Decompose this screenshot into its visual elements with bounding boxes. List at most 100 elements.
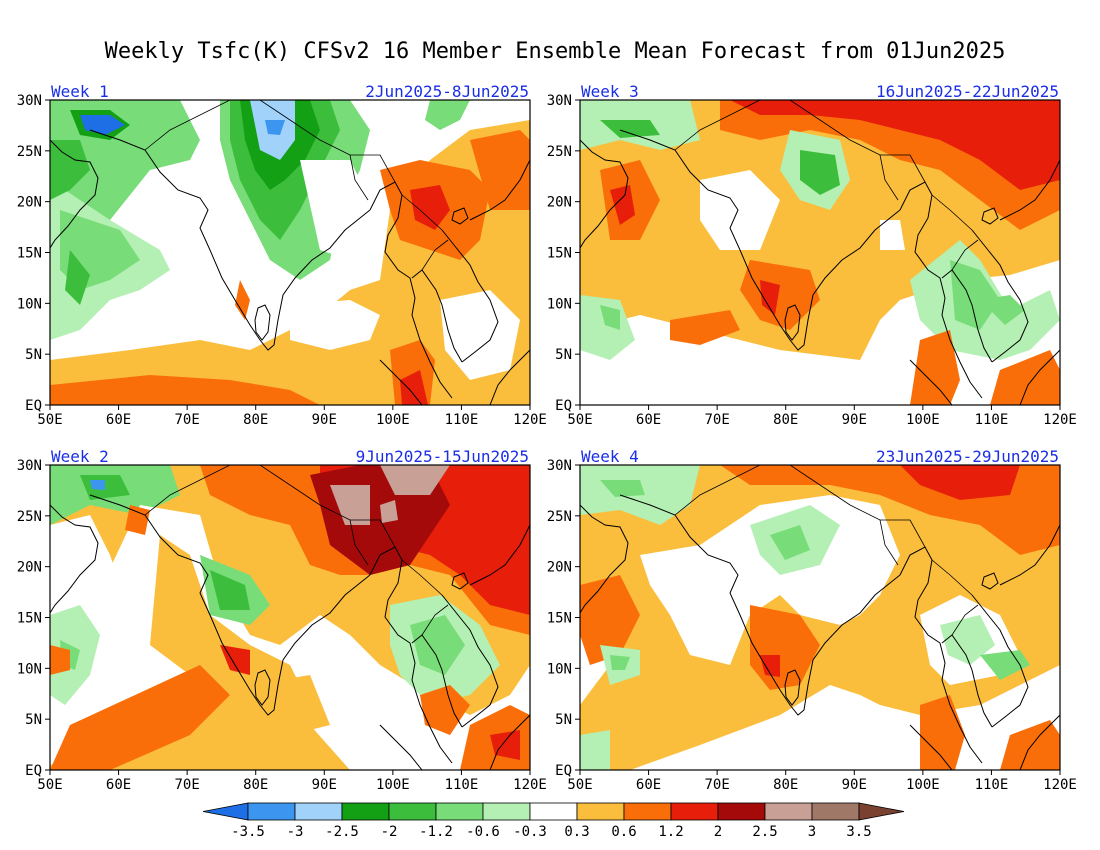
colorbar-label: 3 (808, 824, 816, 840)
colorbar-swatch (811, 802, 860, 821)
lat-tick-label: 30N (17, 93, 42, 109)
lat-tick-label: 15N (547, 611, 572, 627)
lon-tick-label: 120E (513, 412, 547, 428)
colorbar-label: -2.5 (325, 824, 359, 840)
lat-tick-label: 10N (547, 296, 572, 312)
temperature-field (50, 100, 530, 405)
lon-tick-label: 80E (773, 777, 798, 793)
lat-tick-label: EQ (25, 763, 42, 779)
panel-week-label: Week 3 (581, 82, 639, 101)
lat-tick-label: 20N (17, 560, 42, 576)
panel-date-range: 23Jun2025-29Jun2025 (876, 447, 1059, 466)
lat-tick-label: 15N (17, 611, 42, 627)
figure-title: Weekly Tsfc(K) CFSv2 16 Member Ensemble … (105, 39, 1006, 64)
lon-tick-label: 50E (37, 412, 62, 428)
lon-tick-label: 60E (106, 412, 131, 428)
lon-tick-label: 120E (1043, 777, 1077, 793)
colorbar-swatch (388, 802, 437, 821)
lat-tick-label: 5N (555, 712, 572, 728)
lon-tick-label: 100E (376, 412, 410, 428)
lon-tick-label: 120E (513, 777, 547, 793)
lat-tick-label: 10N (17, 296, 42, 312)
lat-tick-label: EQ (555, 398, 572, 414)
colorbar-swatch (482, 802, 531, 821)
lat-tick-label: 25N (547, 144, 572, 160)
lon-tick-label: 80E (243, 412, 268, 428)
lat-tick-label: 5N (25, 712, 42, 728)
colorbar-arrow-right (858, 802, 905, 821)
lon-tick-label: 60E (106, 777, 131, 793)
colorbar-swatch (247, 802, 296, 821)
colorbar-arrow-left (202, 802, 249, 821)
map-panel-week1: Week 1 2Jun2025-8Jun2025 50E 60E 70E 80E 90E 10… (17, 82, 547, 428)
panel-week-label: Week 2 (51, 447, 109, 466)
temperature-field (580, 465, 1060, 770)
colorbar-swatch (341, 802, 390, 821)
colorbar-swatch (764, 802, 813, 821)
lat-tick-label: 15N (547, 246, 572, 262)
lon-tick-label: 80E (243, 777, 268, 793)
colorbar-label: 1.2 (658, 824, 683, 840)
lat-tick-label: EQ (555, 763, 572, 779)
colorbar-swatch (294, 802, 343, 821)
lon-tick-label: 50E (37, 777, 62, 793)
lon-tick-label: 90E (842, 412, 867, 428)
lon-tick-label: 100E (906, 777, 940, 793)
lat-tick-label: 20N (547, 560, 572, 576)
colorbar-swatch (576, 802, 625, 821)
temperature-field (580, 100, 1060, 405)
lat-tick-label: 30N (547, 458, 572, 474)
colorbar-swatch (717, 802, 766, 821)
lon-tick-label: 90E (312, 412, 337, 428)
colorbar-label: 2 (714, 824, 722, 840)
panel-date-range: 16Jun2025-22Jun2025 (876, 82, 1059, 101)
panel-week-label: Week 4 (581, 447, 639, 466)
lon-tick-label: 70E (704, 412, 729, 428)
lon-tick-label: 90E (842, 777, 867, 793)
lat-tick-label: 30N (547, 93, 572, 109)
lat-tick-label: 25N (17, 509, 42, 525)
lat-tick-label: EQ (25, 398, 42, 414)
colorbar-label: -0.6 (466, 824, 500, 840)
map-panel-week4: Week 4 23Jun2025-29Jun2025 50E 60E 70E 80E 90E… (547, 447, 1077, 793)
colorbar-swatch (670, 802, 719, 821)
map-panel-week3: Week 3 16Jun2025-22Jun2025 50E 60E 70E 80E 90E… (547, 82, 1077, 428)
lat-tick-label: 30N (17, 458, 42, 474)
lon-tick-label: 100E (906, 412, 940, 428)
panel-week-label: Week 1 (51, 82, 109, 101)
colorbar-label: -3 (287, 824, 304, 840)
lat-tick-label: 5N (25, 347, 42, 363)
colorbar-label: 2.5 (752, 824, 777, 840)
lon-tick-label: 110E (445, 412, 479, 428)
lon-tick-label: 70E (174, 777, 199, 793)
lon-tick-label: 80E (773, 412, 798, 428)
lon-tick-label: 120E (1043, 412, 1077, 428)
lat-tick-label: 20N (547, 195, 572, 211)
lon-tick-label: 110E (975, 777, 1009, 793)
lon-tick-label: 90E (312, 777, 337, 793)
lon-tick-label: 50E (567, 412, 592, 428)
lon-tick-label: 110E (975, 412, 1009, 428)
colorbar: -3.5 -3 -2.5 -2 -1.2 -0.6 -0.3 0.3 0.6 1.2 2 2.5 3 3.… (202, 802, 905, 840)
lon-tick-label: 70E (704, 777, 729, 793)
panel-date-range: 2Jun2025-8Jun2025 (365, 82, 529, 101)
map-panel-week2: Week 2 9Jun2025-15Jun2025 50E 60E 70E 80E 90E 1… (17, 447, 547, 793)
colorbar-label: -1.2 (419, 824, 453, 840)
colorbar-label: 0.6 (611, 824, 636, 840)
colorbar-label: -3.5 (231, 824, 265, 840)
lat-tick-label: 25N (547, 509, 572, 525)
colorbar-label: -0.3 (513, 824, 547, 840)
lat-tick-label: 10N (547, 661, 572, 677)
colorbar-swatch (623, 802, 672, 821)
lat-tick-label: 20N (17, 195, 42, 211)
temperature-field (50, 465, 530, 770)
lat-tick-label: 10N (17, 661, 42, 677)
panel-date-range: 9Jun2025-15Jun2025 (356, 447, 529, 466)
lon-tick-label: 70E (174, 412, 199, 428)
lon-tick-label: 50E (567, 777, 592, 793)
lon-tick-label: 100E (376, 777, 410, 793)
colorbar-swatch (435, 802, 484, 821)
lon-tick-label: 60E (636, 777, 661, 793)
lon-tick-label: 60E (636, 412, 661, 428)
